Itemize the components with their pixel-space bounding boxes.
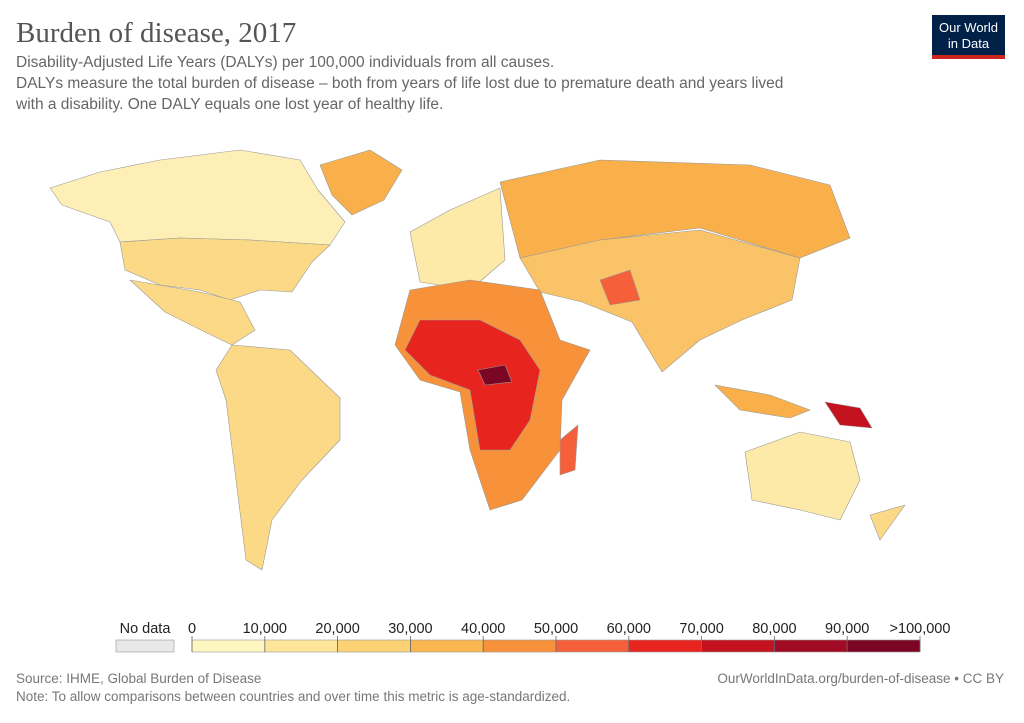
country	[599, 269, 641, 306]
description: with a disability. One DALY equals one l…	[15, 96, 443, 113]
legend-bin	[846, 639, 921, 653]
no-data-label: No data	[120, 621, 172, 637]
legend-tick-label: 40,000	[461, 621, 505, 637]
country	[559, 424, 579, 476]
source: Source: IHME, Global Burden of Disease	[16, 671, 261, 686]
logo-text: Our World	[939, 20, 998, 35]
url[interactable]: OurWorldInData.org/burden-of-disease • C…	[717, 671, 1004, 686]
legend-tick-label: 30,000	[388, 621, 432, 637]
legend-tick-label: 10,000	[243, 621, 287, 637]
country	[215, 344, 341, 571]
country	[744, 431, 861, 521]
legend-tick-label: 20,000	[315, 621, 359, 637]
country	[519, 229, 801, 373]
country	[714, 384, 811, 419]
map	[49, 149, 906, 571]
legend-tick-label: 70,000	[679, 621, 723, 637]
country	[319, 149, 403, 216]
country	[49, 149, 346, 246]
legend-tick-label: >100,000	[890, 621, 951, 637]
legend-bin	[555, 639, 630, 653]
logo-box	[932, 15, 1005, 55]
legend-bin	[628, 639, 702, 653]
subtitle: Disability-Adjusted Life Years (DALYs) p…	[16, 54, 554, 71]
legend-tick-label: 50,000	[534, 621, 578, 637]
no-data-swatch	[115, 639, 175, 653]
logo[interactable]: Our World in Data	[932, 15, 1005, 59]
legend: No data 0 10,000 20,000 30,000 40,000 50,000 6…	[115, 621, 951, 653]
legend-bin	[337, 639, 411, 653]
note: Note: To allow comparisons between count…	[16, 689, 570, 704]
legend-tick-label: 80,000	[752, 621, 796, 637]
country	[129, 279, 256, 346]
legend-bin	[264, 639, 338, 653]
legend-tick-label: 60,000	[607, 621, 651, 637]
legend-bin	[482, 639, 557, 653]
legend-bin	[191, 639, 266, 653]
legend-tick-label: 90,000	[825, 621, 869, 637]
legend-bin	[410, 639, 484, 653]
title: Burden of disease, 2017	[16, 17, 296, 49]
country	[404, 319, 541, 451]
description: DALYs measure the total burden of diseas…	[16, 75, 783, 92]
country	[119, 237, 331, 301]
legend-bin	[701, 639, 775, 653]
legend-tick-label: 0	[188, 621, 196, 637]
logo-bar	[932, 55, 1005, 59]
country	[824, 401, 873, 429]
country	[477, 364, 513, 386]
country	[869, 504, 906, 541]
logo-text: in Data	[948, 36, 990, 51]
legend-bin	[774, 639, 848, 653]
country	[409, 187, 506, 291]
